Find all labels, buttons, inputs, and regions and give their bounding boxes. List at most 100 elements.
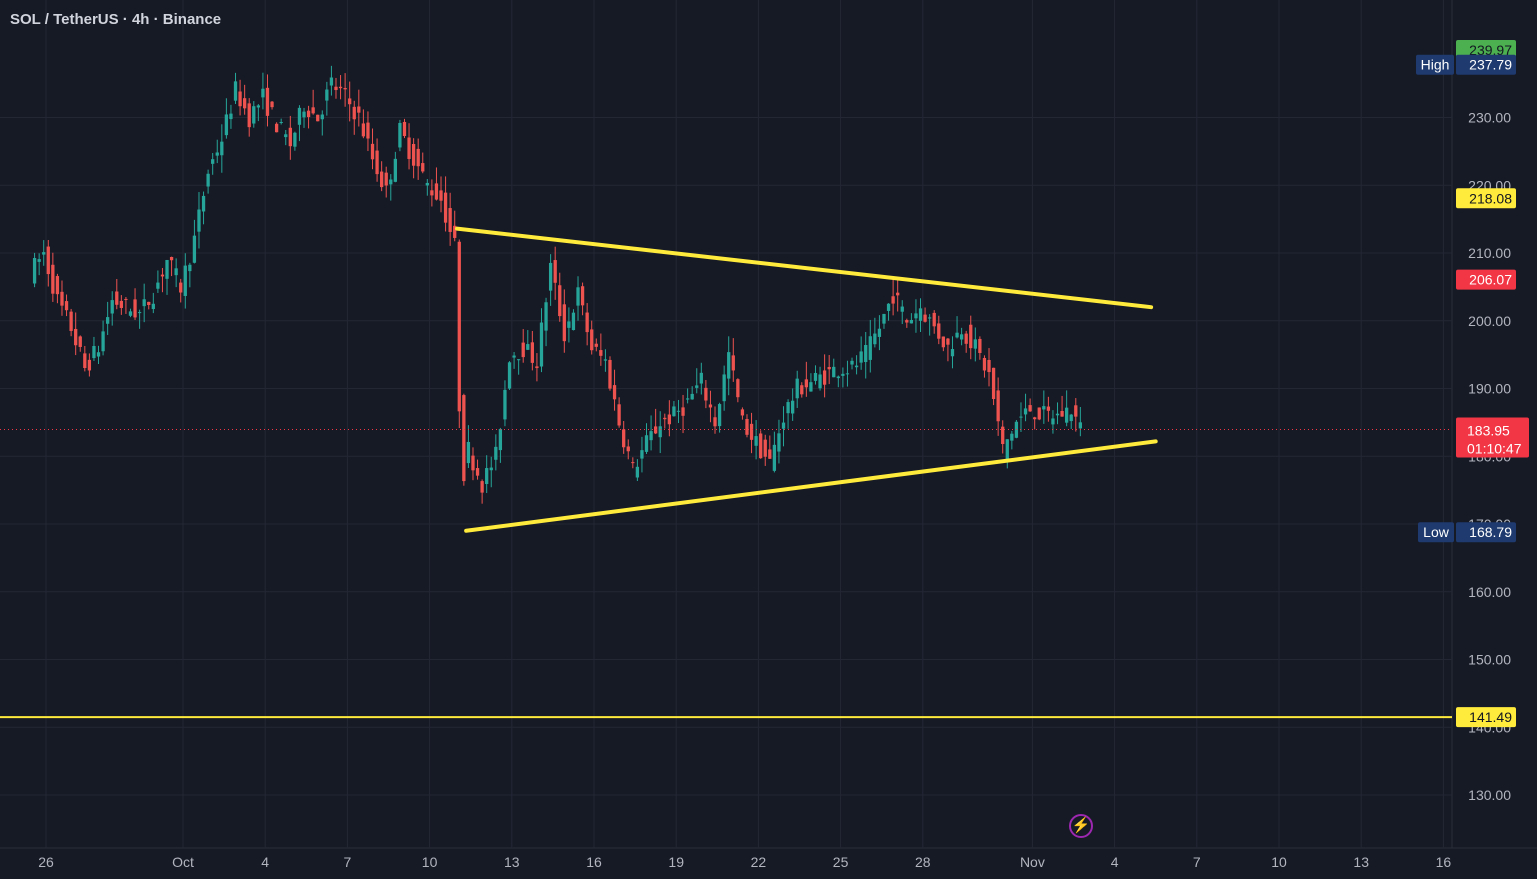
candle-body: [768, 449, 772, 459]
candle-body: [937, 323, 941, 339]
time-tick-label: 4: [1111, 854, 1119, 870]
candle-body: [873, 333, 877, 345]
candle-body: [215, 152, 219, 156]
countdown-text: 01:10:47: [1467, 440, 1522, 456]
candle-body: [243, 98, 247, 109]
candle-body: [1023, 408, 1028, 415]
time-tick-label: 22: [751, 854, 767, 870]
lightning-icon[interactable]: ⚡: [1069, 814, 1093, 838]
candle-body: [197, 209, 201, 232]
candle-body: [1055, 413, 1060, 416]
candle-body: [603, 359, 608, 361]
candle-body: [1046, 406, 1051, 411]
candle-body: [535, 366, 539, 369]
candle-body: [859, 351, 863, 363]
candle-body: [704, 387, 708, 401]
candle-body: [658, 426, 662, 438]
candle-body: [206, 173, 210, 187]
candle-body: [224, 114, 229, 136]
candle-body: [425, 182, 429, 186]
candle-body: [183, 265, 187, 296]
time-tick-label: Nov: [1020, 854, 1045, 870]
candle-body: [736, 379, 740, 398]
candle-body: [754, 436, 758, 446]
candle-body: [813, 372, 818, 381]
candle-body: [530, 342, 534, 363]
candle-body: [462, 395, 466, 482]
candle-body: [580, 286, 585, 306]
candle-body: [553, 260, 557, 283]
candle-body: [334, 86, 338, 91]
candle-body: [1069, 414, 1073, 422]
price-239-badge-text: 239.97: [1469, 42, 1512, 58]
candle-body: [279, 121, 283, 123]
candle-body: [749, 423, 754, 440]
candle-body: [978, 338, 982, 353]
candle-body: [261, 88, 265, 98]
candle-body: [147, 301, 151, 305]
price-tick-label: 230.00: [1468, 110, 1511, 126]
time-tick-label: 16: [586, 854, 602, 870]
candle-body: [832, 366, 836, 378]
candle-body: [37, 259, 41, 262]
time-axis[interactable]: 26 Oct 4 7 10 13 16 19 22 25 28 Nov 4 7 10 13 16: [38, 854, 1451, 870]
candle-body: [781, 422, 786, 429]
candle-body: [1019, 416, 1023, 418]
candle-body: [398, 122, 402, 148]
candle-body: [1060, 410, 1064, 417]
grid-lines: [0, 0, 1537, 849]
symbol-title[interactable]: SOL / TetherUS · 4h · Binance: [10, 11, 222, 28]
candle-body: [923, 314, 927, 322]
candle-body: [567, 321, 571, 328]
candle-body: [982, 357, 987, 371]
candle-body: [517, 359, 521, 361]
candle-body: [626, 446, 630, 452]
candle-body: [608, 359, 612, 389]
candle-body: [507, 362, 512, 389]
candle-body: [786, 402, 790, 414]
candle-body: [681, 407, 685, 416]
candle-body: [179, 282, 183, 293]
candle-body: [1028, 405, 1032, 412]
candle-body: [932, 312, 936, 327]
candle-body: [416, 148, 420, 167]
candle-body: [83, 353, 87, 368]
candle-body: [188, 264, 192, 272]
candle-body: [1065, 407, 1069, 423]
time-tick-label: 16: [1436, 854, 1452, 870]
candle-body: [302, 111, 306, 118]
candle-body: [882, 313, 886, 324]
candle-body: [466, 441, 471, 464]
price-206-badge: [1456, 269, 1516, 290]
candle-body: [343, 88, 347, 90]
candle-body: [1005, 439, 1009, 460]
candle-body: [804, 379, 808, 388]
trendline-upper: [455, 226, 1154, 310]
candle-body: [654, 426, 658, 434]
candle-body: [941, 336, 945, 348]
price-tick-label: 150.00: [1468, 652, 1511, 668]
candle-body: [690, 393, 694, 400]
candle-body: [69, 311, 73, 331]
trendlines: [455, 226, 1158, 533]
candle-body: [950, 349, 955, 357]
candle-body: [238, 91, 242, 107]
candle-body: [740, 409, 745, 416]
time-tick-label: 4: [261, 854, 269, 870]
candle-body: [106, 317, 110, 324]
candle-body: [918, 308, 923, 321]
candle-body: [348, 98, 352, 105]
candle-body: [352, 106, 356, 120]
candle-body: [599, 350, 603, 356]
time-tick-label: 7: [1193, 854, 1201, 870]
candle-body: [247, 103, 251, 128]
candle-body: [51, 264, 55, 294]
time-tick-label: Oct: [172, 854, 194, 870]
candle-body: [297, 107, 302, 125]
candle-body: [60, 291, 64, 306]
candle-body: [475, 468, 480, 476]
candle-body: [439, 190, 443, 201]
candle-body: [1078, 422, 1082, 429]
